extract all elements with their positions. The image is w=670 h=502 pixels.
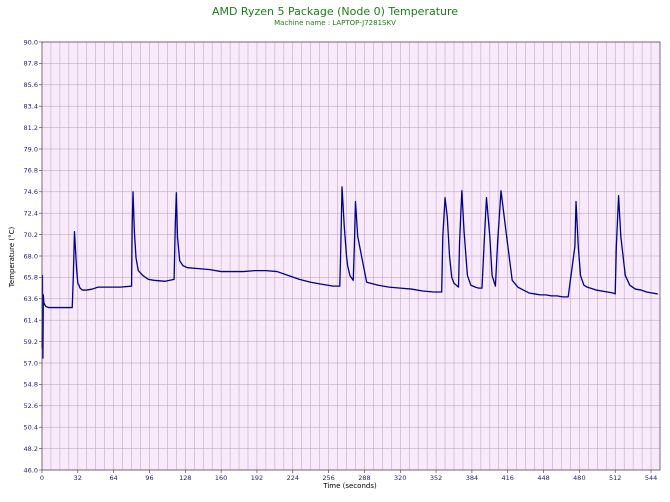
- x-tick-label: 224: [287, 474, 299, 482]
- y-tick-label: 59.2: [24, 338, 38, 346]
- x-tick-label: 384: [466, 474, 478, 482]
- x-tick-label: 128: [179, 474, 191, 482]
- plot-border: [41, 41, 661, 471]
- x-tick-label: 352: [430, 474, 442, 482]
- y-axis-ticks: 46.0 48.2 50.4 52.6 54.8 57.0 59.2 61.4 63.6 65.8…: [24, 38, 42, 474]
- y-tick-label: 63.6: [24, 295, 38, 303]
- y-tick-label: 52.6: [24, 402, 38, 410]
- grid-lines: [42, 41, 660, 471]
- y-tick-label: 61.4: [24, 317, 38, 325]
- x-tick-label: 544: [645, 474, 657, 482]
- x-axis-ticks: 0 32 64 96 128 160 192 224 256 288 320 352 384 416 448…: [40, 470, 657, 482]
- y-tick-label: 50.4: [24, 424, 38, 432]
- y-tick-label: 90.0: [24, 38, 38, 46]
- y-tick-label: 83.4: [24, 103, 38, 111]
- y-tick-label: 70.2: [24, 231, 38, 239]
- x-tick-label: 512: [609, 474, 621, 482]
- y-tick-label: 76.8: [24, 167, 38, 175]
- x-tick-label: 192: [251, 474, 263, 482]
- x-tick-label: 96: [145, 474, 153, 482]
- x-tick-label: 32: [74, 474, 82, 482]
- y-tick-label: 57.0: [24, 359, 38, 367]
- x-tick-label: 448: [537, 474, 549, 482]
- x-tick-label: 320: [394, 474, 406, 482]
- x-tick-label: 416: [502, 474, 514, 482]
- temperature-series-line: [41, 186, 658, 359]
- x-tick-label: 64: [110, 474, 118, 482]
- chart-subtitle: Machine name : LAPTOP-J7281SKV: [274, 19, 396, 27]
- y-tick-label: 87.8: [24, 60, 38, 68]
- chart-title: AMD Ryzen 5 Package (Node 0) Temperature: [211, 5, 459, 18]
- x-tick-label: 288: [358, 474, 370, 482]
- y-tick-label: 74.6: [24, 188, 38, 196]
- y-tick-label: 85.6: [24, 81, 38, 89]
- y-tick-label: 46.0: [24, 466, 38, 474]
- y-tick-label: 79.0: [24, 145, 38, 153]
- x-axis-label: Time (seconds): [322, 482, 377, 490]
- y-tick-label: 54.8: [24, 381, 38, 389]
- x-tick-label: 256: [322, 474, 334, 482]
- y-tick-label: 65.8: [24, 274, 38, 282]
- y-tick-label: 68.0: [24, 252, 38, 260]
- y-tick-label: 72.4: [24, 210, 38, 218]
- x-tick-label: 160: [215, 474, 227, 482]
- y-tick-label: 48.2: [24, 445, 38, 453]
- y-axis-label: Temperature (°C): [8, 227, 16, 289]
- y-tick-label: 81.2: [24, 124, 38, 132]
- x-tick-label: 480: [573, 474, 585, 482]
- x-tick-label: 0: [40, 474, 44, 482]
